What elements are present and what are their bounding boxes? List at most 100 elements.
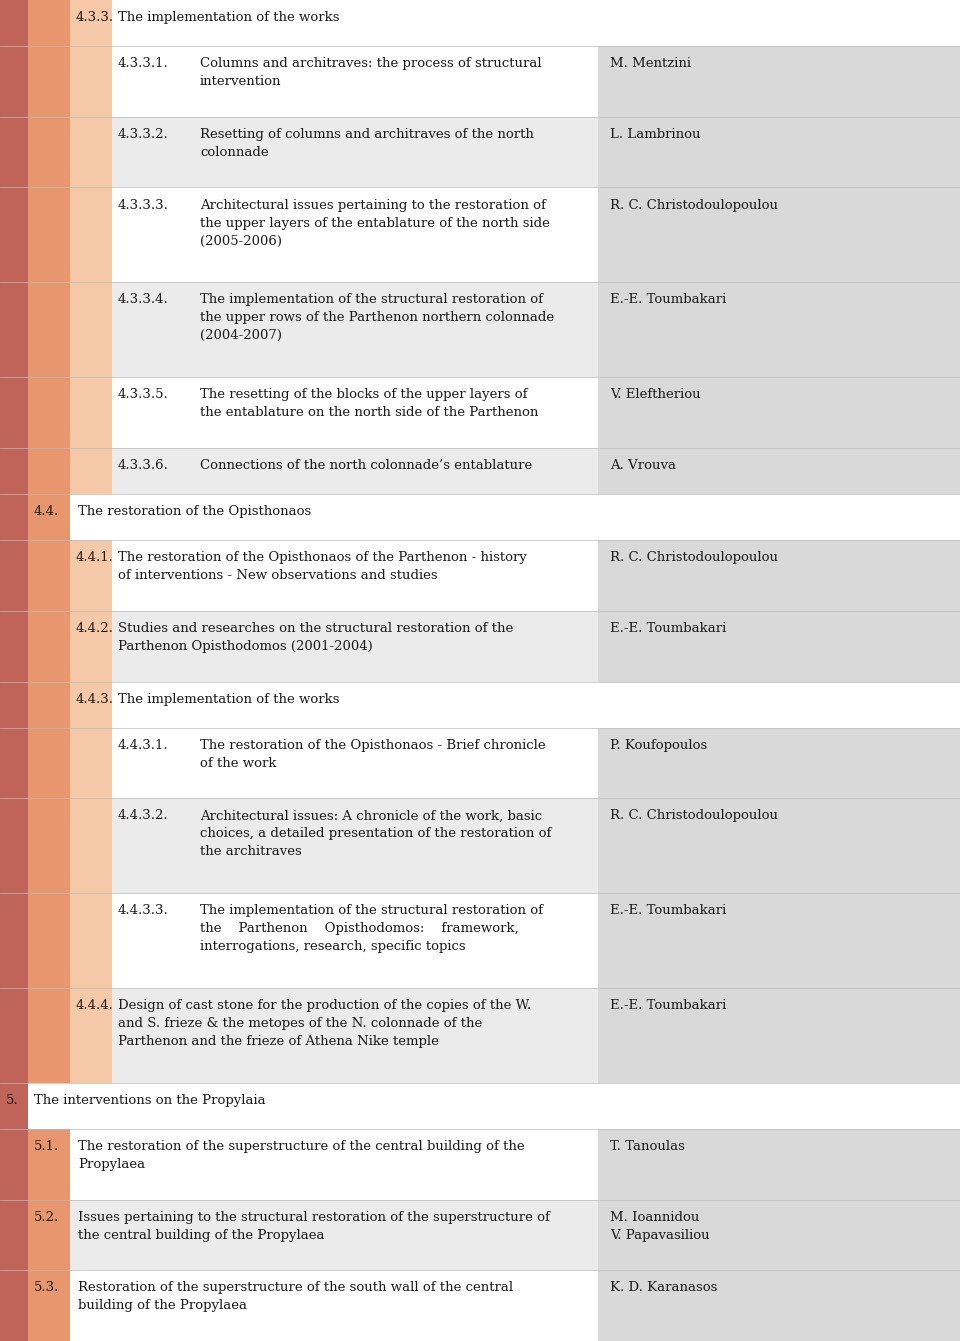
Text: Architectural issues: A chronicle of the work, basic
choices, a detailed present: Architectural issues: A chronicle of the… [200,810,551,858]
Bar [598,188,960,283]
Bar [598,1200,960,1270]
Text: 4.4.3.2.: 4.4.3.2. [118,810,169,822]
Text: 5.3.: 5.3. [34,1282,60,1294]
Text: Architectural issues pertaining to the restoration of
the upper layers of the en: Architectural issues pertaining to the r… [200,198,550,248]
Bar [0,283,960,377]
Text: E.-E. Toumbakari: E.-E. Toumbakari [610,294,727,306]
Bar [70,448,112,493]
Text: 4.3.3.3.: 4.3.3.3. [118,198,169,212]
Text: 4.3.3.6.: 4.3.3.6. [118,459,169,472]
Bar [28,1129,70,1200]
Bar [28,1200,70,1270]
Text: The implementation of the structural restoration of
the upper rows of the Parthe: The implementation of the structural res… [200,294,554,342]
Bar [28,0,70,47]
Bar [28,728,70,798]
Bar [0,493,28,540]
Bar [598,283,960,377]
Bar [28,893,70,988]
Bar [0,893,28,988]
Text: 5.: 5. [6,1094,18,1106]
Bar [0,681,960,728]
Text: 4.4.: 4.4. [34,506,60,518]
Text: 4.4.1.: 4.4.1. [76,551,114,565]
Text: E.-E. Toumbakari: E.-E. Toumbakari [610,904,727,917]
Bar [598,448,960,493]
Bar [28,117,70,188]
Text: Studies and researches on the structural restoration of the
Parthenon Opisthodom: Studies and researches on the structural… [118,622,514,653]
Text: 4.3.3.4.: 4.3.3.4. [118,294,169,306]
Bar [0,0,960,47]
Bar [0,798,960,893]
Bar [0,1129,28,1200]
Text: The restoration of the Opisthonaos: The restoration of the Opisthonaos [78,506,311,518]
Bar [598,798,960,893]
Bar [0,0,28,47]
Text: 4.3.3.: 4.3.3. [76,11,114,24]
Text: Columns and architraves: the process of structural
intervention: Columns and architraves: the process of … [200,58,541,89]
Bar [0,117,960,188]
Text: 4.4.4.: 4.4.4. [76,999,114,1012]
Bar [70,681,112,728]
Bar [28,47,70,117]
Bar [0,47,960,117]
Bar [0,893,960,988]
Bar [0,448,28,493]
Bar [70,728,112,798]
Text: 4.3.3.5.: 4.3.3.5. [118,388,169,401]
Bar [598,540,960,611]
Bar [598,377,960,448]
Text: R. C. Christodoulopoulou: R. C. Christodoulopoulou [610,551,778,565]
Bar [28,681,70,728]
Bar [28,1270,70,1341]
Bar [70,47,112,117]
Text: Resetting of columns and architraves of the north
colonnade: Resetting of columns and architraves of … [200,127,534,160]
Bar [0,611,28,681]
Text: The implementation of the works: The implementation of the works [118,11,340,24]
Text: 4.4.3.1.: 4.4.3.1. [118,739,169,752]
Text: A. Vrouva: A. Vrouva [610,459,676,472]
Text: The restoration of the superstructure of the central building of the
Propylaea: The restoration of the superstructure of… [78,1140,524,1171]
Bar [0,611,960,681]
Text: 4.3.3.2.: 4.3.3.2. [118,127,169,141]
Bar [0,377,28,448]
Bar [28,988,70,1084]
Bar [28,377,70,448]
Text: 5.1.: 5.1. [34,1140,60,1153]
Bar [70,893,112,988]
Bar [0,728,28,798]
Bar [28,798,70,893]
Bar [0,681,28,728]
Bar [0,1084,28,1129]
Bar [0,283,28,377]
Bar [0,988,28,1084]
Bar [28,493,70,540]
Text: Connections of the north colonnade’s entablature: Connections of the north colonnade’s ent… [200,459,532,472]
Bar [70,611,112,681]
Bar [70,540,112,611]
Text: Issues pertaining to the structural restoration of the superstructure of
the cen: Issues pertaining to the structural rest… [78,1211,550,1242]
Text: 4.4.3.: 4.4.3. [76,692,114,705]
Bar [0,448,960,493]
Bar [0,188,960,283]
Text: Design of cast stone for the production of the copies of the W.
and S. frieze & : Design of cast stone for the production … [118,999,531,1049]
Bar [0,540,28,611]
Bar [70,988,112,1084]
Text: M. Mentzini: M. Mentzini [610,58,691,70]
Text: V. Eleftheriou: V. Eleftheriou [610,388,701,401]
Text: E.-E. Toumbakari: E.-E. Toumbakari [610,999,727,1012]
Bar [28,188,70,283]
Text: 4.4.3.3.: 4.4.3.3. [118,904,169,917]
Text: The restoration of the Opisthonaos of the Parthenon - history
of interventions -: The restoration of the Opisthonaos of th… [118,551,527,582]
Bar [0,493,960,540]
Bar [28,611,70,681]
Text: K. D. Karanasos: K. D. Karanasos [610,1282,717,1294]
Text: T. Tanoulas: T. Tanoulas [610,1140,684,1153]
Bar [0,1200,960,1270]
Bar [28,540,70,611]
Bar [598,47,960,117]
Text: R. C. Christodoulopoulou: R. C. Christodoulopoulou [610,810,778,822]
Text: The restoration of the Opisthonaos - Brief chronicle
of the work: The restoration of the Opisthonaos - Bri… [200,739,545,770]
Text: L. Lambrinou: L. Lambrinou [610,127,701,141]
Bar [0,47,28,117]
Bar [28,283,70,377]
